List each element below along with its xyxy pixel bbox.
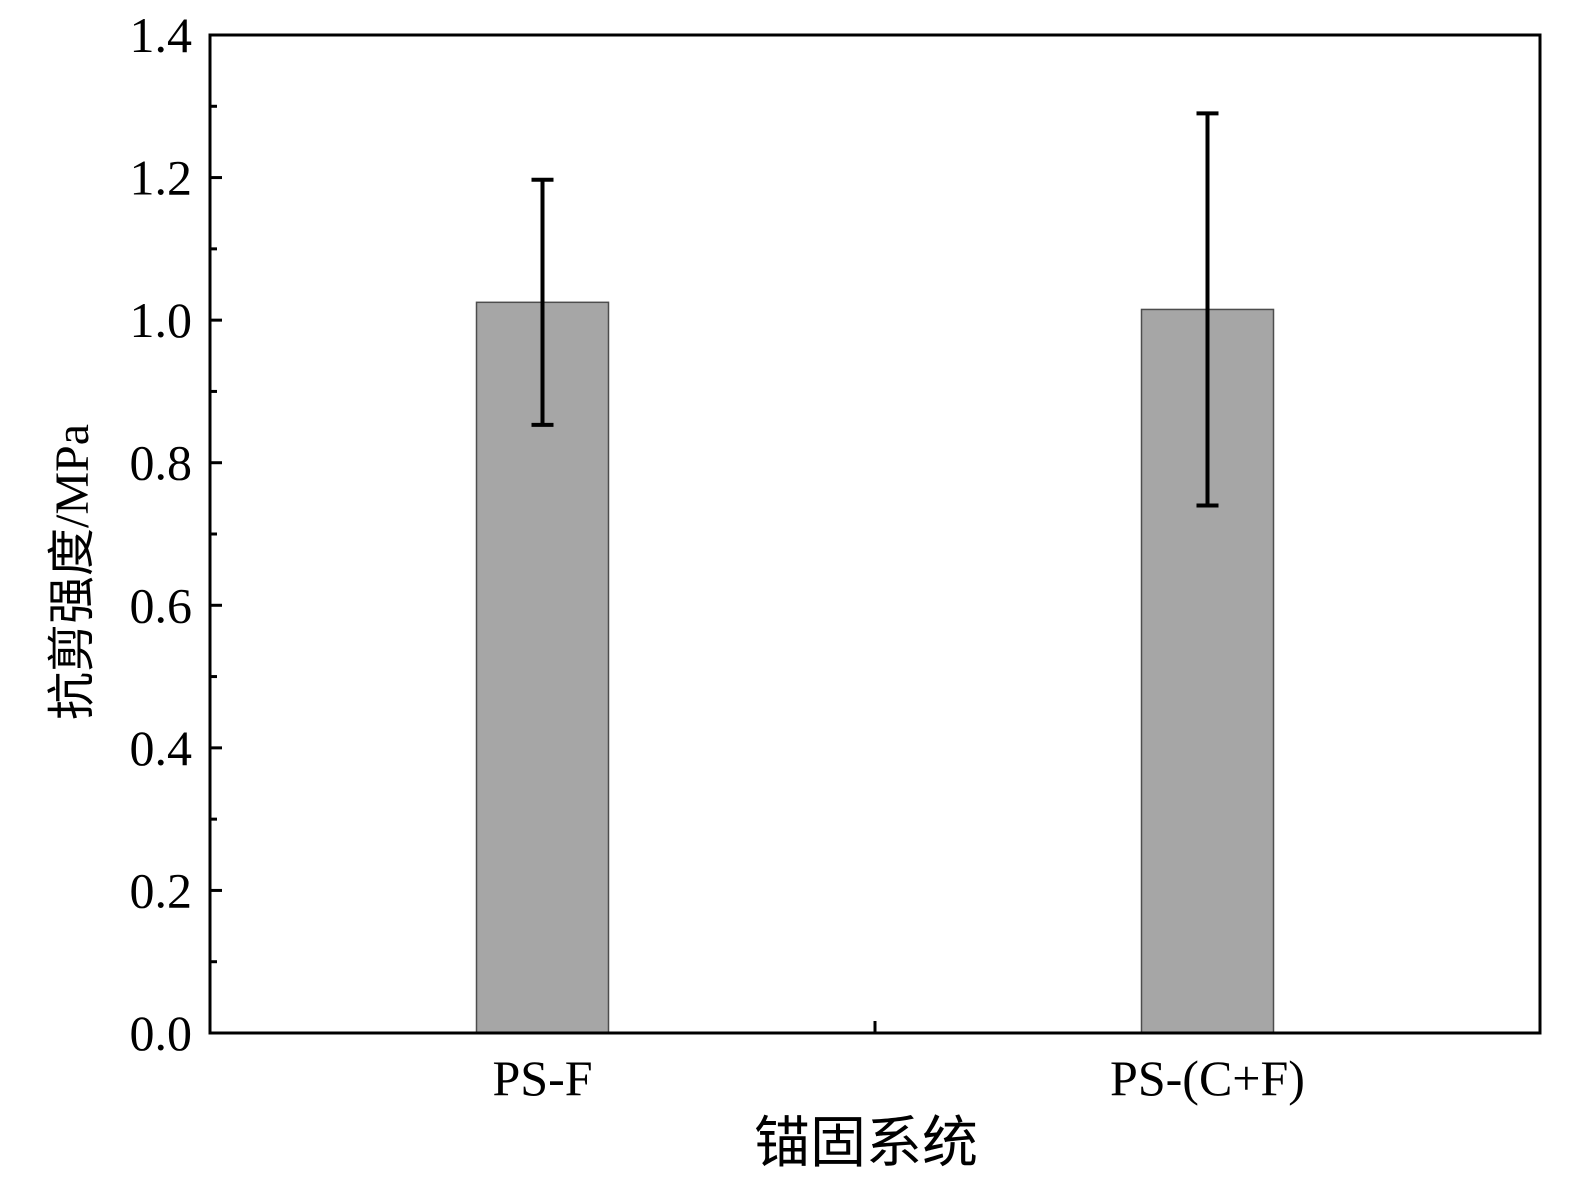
bars-layer [475, 301, 1275, 1034]
x-tick-label: PS-F [492, 1050, 592, 1106]
y-tick-label: 0.2 [130, 862, 193, 918]
y-tick-label: 0.4 [130, 720, 193, 776]
x-tick-label: PS-(C+F) [1110, 1050, 1305, 1106]
x-axis: PS-F PS-(C+F) [492, 1021, 1305, 1106]
x-axis-title: 锚固系统 [754, 1113, 978, 1175]
y-tick-label: 0.8 [130, 435, 193, 491]
plot-frame [208, 33, 1542, 1035]
y-axis: 0.0 0.2 0.4 0.6 0.8 1.0 1.2 1.4 [130, 7, 222, 1061]
y-tick-label: 1.0 [130, 292, 193, 348]
y-tick-label: 0.0 [130, 1005, 193, 1061]
y-tick-label: 1.4 [130, 7, 193, 63]
y-tick-label: 1.2 [130, 150, 193, 206]
y-axis-title: 抗剪强度/MPa [46, 424, 99, 720]
error-bars-layer [531, 111, 1219, 508]
y-tick-label: 0.6 [130, 577, 193, 633]
